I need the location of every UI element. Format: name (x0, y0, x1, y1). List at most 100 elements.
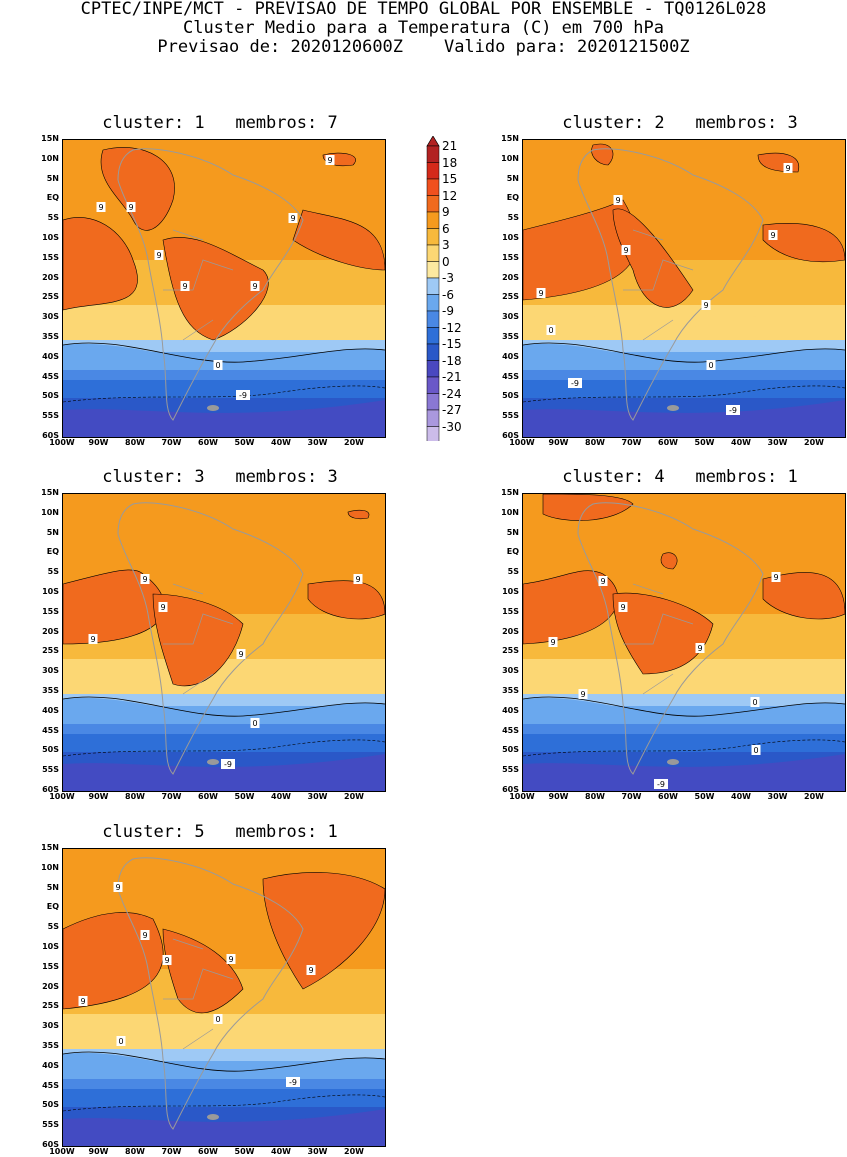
contour-label: 9 (613, 195, 623, 205)
latitude-tick-label: 10S (42, 942, 59, 951)
latitude-tick-label: 25S (502, 646, 519, 656)
longitude-tick-label: 80W (125, 438, 145, 447)
longitude-tick-label: 60W (658, 792, 678, 801)
temperature-map: 9 9 9 9 9 9 9 0 -9 (62, 139, 386, 438)
contour-label-text: 9 (308, 966, 313, 975)
contour-label-text: 9 (164, 956, 169, 965)
latitude-tick-label: 15N (41, 843, 59, 852)
contour-label-bg (154, 250, 164, 260)
colorbar-label: -21 (442, 370, 462, 384)
contour-label: 9 (180, 281, 190, 291)
colorbar-segment-8 (426, 277, 440, 295)
contour-label: -9 (568, 378, 582, 388)
latitude-tick-label: 35S (42, 332, 59, 341)
contour-label: 9 (226, 954, 236, 964)
longitude-tick-label: 70W (621, 438, 642, 447)
colorbar-label: -3 (442, 271, 454, 285)
longitude-tick-label: 90W (548, 438, 569, 447)
contour-zero (63, 696, 385, 717)
contour-label-bg (768, 230, 778, 240)
contour-label-bg (695, 643, 705, 653)
colorbar-label: 18 (442, 155, 458, 170)
latitude-tick-label: 20S (502, 626, 519, 636)
latitude-tick-label: 10N (501, 153, 519, 163)
latitude-tick-label: 5S (47, 922, 59, 932)
longitude-tick-label: 30W (307, 438, 328, 447)
contour-label-bg (221, 759, 235, 769)
longitude-tick-label: 80W (125, 1147, 145, 1156)
contour-label: 9 (768, 230, 778, 240)
contour-label-bg (750, 697, 760, 707)
longitude-tick-label: 90W (548, 792, 569, 801)
latitude-tick-label: 35S (42, 1041, 59, 1050)
latitude-tick-label: 60S (42, 431, 59, 440)
latitude-tick-label: 5N (46, 882, 59, 892)
band-transition-coldest (523, 400, 845, 437)
band-transition-coldest (63, 754, 385, 791)
warm-patch-2 (762, 572, 845, 620)
contour-label-bg (598, 576, 608, 586)
contour-label-bg (250, 281, 260, 291)
contour-label: 0 (546, 325, 556, 335)
longitude-tick-label: 90W (88, 1147, 109, 1156)
contour-label-bg (113, 882, 123, 892)
warm-patch-4 (660, 552, 678, 570)
latitude-tick-label: EQ (46, 902, 59, 912)
contour-label-text: 9 (615, 196, 620, 205)
contour-label-bg (162, 955, 172, 965)
longitude-tick-label: 60W (198, 792, 218, 801)
contour-label-text: 9 (80, 997, 85, 1006)
contour-label-bg (751, 745, 761, 755)
contour-label-bg (158, 602, 168, 612)
latitude-tick-label: 45S (42, 1080, 59, 1090)
contour-label-bg (706, 360, 716, 370)
warm-patch-3 (292, 209, 385, 271)
latitude-tick-label: 5N (506, 173, 519, 183)
longitude-tick-label: 50W (234, 792, 255, 801)
contour-label-bg (236, 649, 246, 659)
colorbar-label: 0 (442, 254, 450, 269)
contour-label: 9 (695, 643, 705, 653)
latitude-tick-label: 50S (502, 391, 519, 401)
colorbar-segment-6 (426, 244, 440, 262)
contour-minus9 (523, 739, 845, 757)
longitude-tick-label: 60W (198, 438, 218, 447)
latitude-tick-label: 5N (46, 527, 59, 537)
latitude-tick-label: 10N (41, 507, 59, 517)
contour-label-text: 9 (580, 690, 585, 699)
longitude-tick-label: 50W (694, 792, 715, 801)
contour-label: -9 (654, 779, 668, 789)
contour-label-bg (116, 1036, 126, 1046)
contour-label: 9 (783, 163, 793, 173)
contour-label: 9 (598, 576, 608, 586)
contour-label-bg (613, 195, 623, 205)
contour-label-text: 9 (238, 650, 243, 659)
band-transition-coldest (523, 754, 845, 791)
contour-label-bg (140, 930, 150, 940)
contour-zero (523, 696, 845, 717)
colorbar-label: 15 (442, 172, 458, 186)
falkland-islands (207, 1114, 219, 1120)
longitude-tick-label: 20W (804, 438, 824, 447)
contour-label-text: 9 (98, 203, 103, 212)
contour-label-text: 0 (708, 361, 713, 370)
contour-label: 9 (771, 572, 781, 582)
contour-label-text: 0 (215, 361, 220, 370)
longitude-tick-label: 20W (344, 1147, 364, 1156)
contour-label: 9 (548, 637, 558, 647)
latitude-tick-label: 30S (42, 666, 59, 676)
colorbar-label: -9 (442, 304, 454, 318)
colorbar-label: -30 (442, 419, 462, 434)
country-borders (623, 583, 694, 695)
contour-label: 9 (288, 213, 298, 223)
contour-label: 0 (213, 360, 223, 370)
contour-label-bg (353, 574, 363, 584)
colorbar-segment-1 (426, 162, 440, 180)
longitude-tick-label: 40W (271, 438, 291, 447)
latitude-tick-label: 15N (501, 488, 519, 497)
band-transition-coldest (63, 1109, 385, 1146)
longitude-tick-label: 70W (621, 792, 642, 801)
contour-label-text: 9 (327, 156, 332, 165)
contour-label-text: 9 (156, 251, 161, 260)
latitude-tick-label: 45S (502, 725, 519, 735)
